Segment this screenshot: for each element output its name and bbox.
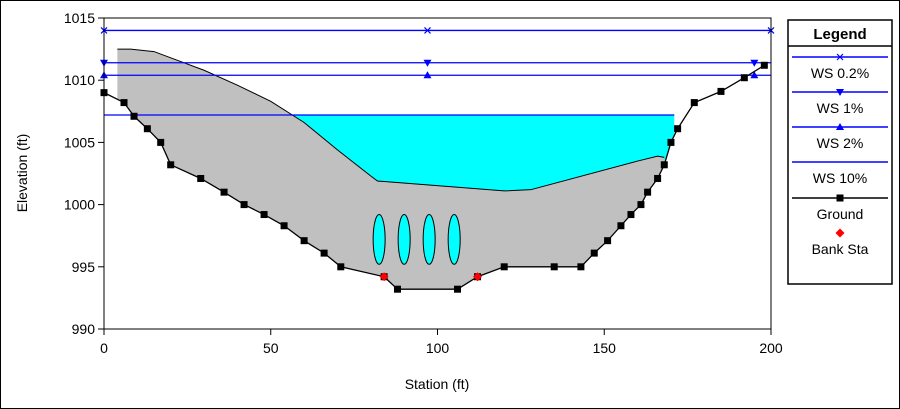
ground-point xyxy=(674,125,682,133)
bank-station-series xyxy=(379,272,483,282)
water-surface-ws-0-2- xyxy=(100,27,775,34)
ground-point xyxy=(143,125,151,133)
ws-marker-triangle-up xyxy=(750,71,759,79)
legend-label: WS 0.2% xyxy=(811,65,869,81)
ground-point xyxy=(337,263,345,271)
bank-station-point xyxy=(379,272,389,282)
ground-point xyxy=(280,222,288,230)
ws-marker-triangle-up xyxy=(423,71,432,79)
x-tick-label: 0 xyxy=(100,340,108,356)
ws-10-water-above-obstruction xyxy=(292,115,665,191)
ground-point xyxy=(167,161,175,169)
x-tick-label: 200 xyxy=(759,340,783,356)
y-tick-label: 995 xyxy=(72,259,96,275)
legend-label: WS 10% xyxy=(813,170,867,186)
y-tick-label: 1005 xyxy=(64,134,95,150)
ground-point xyxy=(590,249,598,257)
ws-marker-triangle-down xyxy=(750,59,759,67)
ground-point xyxy=(577,263,585,271)
ground-point xyxy=(157,138,165,146)
obstruction-area xyxy=(117,49,665,290)
ground-point xyxy=(617,222,625,230)
x-axis-title: Station (ft) xyxy=(405,376,470,392)
legend-entry-ws-2: WS 2% xyxy=(792,123,888,151)
ground-point xyxy=(740,74,748,82)
axes-layer: 0 50 100 150 200 990 995 1000 1005 1010 1015 Stat… xyxy=(14,10,783,392)
ground-point xyxy=(550,263,558,271)
ground-point xyxy=(120,99,128,107)
legend-marker-diamond xyxy=(835,228,845,238)
legend-marker-triangle-down xyxy=(836,89,844,96)
ground-point xyxy=(220,188,228,196)
x-tick-label: 100 xyxy=(426,340,450,356)
series-layer xyxy=(100,27,775,293)
y-tick-label: 1000 xyxy=(64,197,95,213)
legend-marker-triangle-up xyxy=(836,123,844,130)
fill-layer xyxy=(117,49,675,290)
legend-label: WS 2% xyxy=(817,135,864,151)
culvert-opening-2 xyxy=(397,214,411,265)
ground-point xyxy=(644,188,652,196)
ground-point xyxy=(717,87,725,95)
legend-label: Ground xyxy=(817,206,864,222)
culvert-opening-1 xyxy=(372,214,386,265)
ground-point xyxy=(667,138,675,146)
ground-point xyxy=(260,211,268,219)
ground-point xyxy=(300,237,308,245)
y-tick-label: 1010 xyxy=(64,72,95,88)
legend-entry-ground: Ground xyxy=(792,194,888,222)
legend-entry-ws-1: WS 1% xyxy=(792,89,888,116)
obstruction-outline xyxy=(117,48,665,192)
ground-point xyxy=(654,174,662,182)
ground-point xyxy=(393,285,401,293)
ground-point xyxy=(130,112,138,120)
x-tick-label: 150 xyxy=(593,340,617,356)
culvert-opening-4 xyxy=(447,214,461,265)
ground-point xyxy=(637,201,645,209)
ground-point xyxy=(240,201,248,209)
ground-point xyxy=(760,61,768,69)
legend-entry-bank-sta: Bank Sta xyxy=(812,228,869,257)
ground-point xyxy=(197,174,205,182)
y-axis-title: Elevation (ft) xyxy=(14,134,30,213)
ground-point xyxy=(454,285,462,293)
ground-point xyxy=(604,237,612,245)
legend-label: WS 1% xyxy=(817,100,864,116)
ws-marker-x xyxy=(424,27,431,34)
water-surface-ws-1- xyxy=(100,59,771,67)
legend-marker-square xyxy=(836,194,844,202)
legend-marker-x xyxy=(836,53,844,61)
legend-entry-ws-10: WS 10% xyxy=(792,161,888,186)
y-tick-label: 990 xyxy=(72,321,96,337)
y-tick-label: 1015 xyxy=(64,10,95,26)
legend-entries: WS 0.2% WS 1% WS 2% WS 10% Ground Bank Sta xyxy=(792,53,888,257)
ws-marker-triangle-down xyxy=(423,59,432,67)
bank-station-point xyxy=(473,272,483,282)
ground-point xyxy=(627,211,635,219)
legend: Legend WS 0.2% WS 1% WS 2% WS 10% Ground Bank… xyxy=(787,19,893,285)
y-axis-ticks: 990 995 1000 1005 1010 1015 xyxy=(64,10,104,337)
legend-label: Bank Sta xyxy=(812,241,869,257)
x-axis-ticks: 0 50 100 150 200 xyxy=(100,329,783,356)
ground-point xyxy=(320,249,328,257)
x-tick-label: 50 xyxy=(263,340,279,356)
ground-point xyxy=(660,161,668,169)
legend-title: Legend xyxy=(813,26,866,43)
ground-point xyxy=(500,263,508,271)
culvert-opening-3 xyxy=(422,214,436,265)
legend-box xyxy=(787,19,893,285)
ground-point xyxy=(690,99,698,107)
legend-entry-ws-0-2: WS 0.2% xyxy=(792,53,888,81)
